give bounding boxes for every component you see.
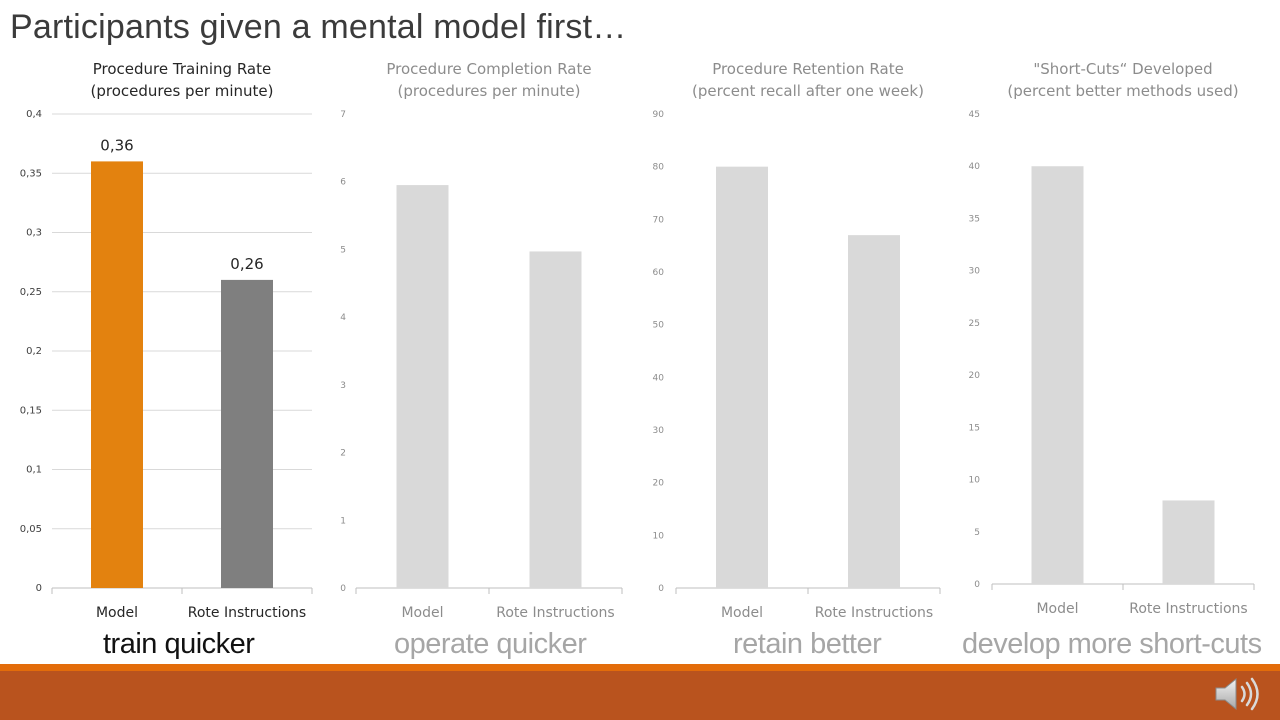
x-category-label: Model (721, 605, 763, 621)
chart-title-line: (percent recall after one week) (692, 82, 924, 100)
speaker-icon[interactable] (1212, 676, 1266, 712)
y-tick-label: 0,1 (26, 465, 42, 476)
chart-completion-rate: Procedure Completion Rate (procedures per… (318, 56, 636, 636)
y-tick-label: 6 (340, 178, 346, 188)
y-tick-label: 25 (969, 319, 980, 329)
footer-accent-line (0, 664, 1280, 671)
y-tick-label: 0,35 (20, 168, 42, 179)
y-tick-label: 30 (969, 267, 981, 277)
y-tick-label: 20 (969, 371, 981, 381)
chart-title-line: (percent better methods used) (1007, 82, 1238, 100)
y-tick-label: 1 (340, 516, 346, 526)
x-category-label: Rote Instructions (815, 605, 933, 621)
y-tick-label: 0,3 (26, 228, 42, 239)
bar-model (396, 185, 449, 588)
caption-develop-shortcuts: develop more short-cuts (962, 628, 1262, 660)
y-tick-label: 10 (653, 531, 665, 541)
y-tick-label: 60 (653, 268, 665, 278)
y-tick-label: 80 (653, 163, 665, 173)
bar-rote-instructions (529, 251, 582, 588)
x-category-label: Rote Instructions (496, 605, 614, 621)
y-tick-label: 35 (969, 214, 980, 224)
chart-title-line: "Short-Cuts“ Developed (1033, 60, 1212, 78)
x-category-label: Model (96, 605, 138, 621)
bar-model (1031, 166, 1084, 584)
caption-train-quicker: train quicker (103, 628, 255, 660)
x-category-label: Model (1036, 601, 1078, 617)
y-tick-label: 90 (653, 110, 665, 120)
x-category-label: Rote Instructions (188, 605, 306, 621)
chart-title-line: (procedures per minute) (398, 82, 581, 100)
y-tick-label: 5 (974, 528, 980, 538)
bar-rote-instructions (221, 279, 273, 588)
y-tick-label: 0,15 (20, 405, 42, 416)
y-tick-label: 20 (653, 479, 665, 489)
y-tick-label: 4 (340, 313, 346, 323)
chart-title-line: Procedure Retention Rate (712, 60, 904, 78)
chart-retention-rate: Procedure Retention Rate (percent recall … (636, 56, 954, 636)
caption-operate-quicker: operate quicker (394, 628, 587, 660)
y-tick-label: 30 (653, 426, 665, 436)
y-tick-label: 0,4 (26, 109, 42, 120)
bar-rote-instructions (848, 235, 900, 588)
y-tick-label: 0 (36, 583, 42, 594)
y-tick-label: 0 (974, 580, 980, 590)
y-tick-label: 0,2 (26, 346, 42, 357)
y-tick-label: 7 (340, 110, 346, 120)
caption-retain-better: retain better (733, 628, 882, 660)
y-tick-label: 5 (340, 245, 346, 255)
data-label: 0,36 (100, 136, 133, 154)
chart-title-line: Procedure Training Rate (93, 60, 271, 78)
x-category-label: Model (401, 605, 443, 621)
chart-retention-rate-svg: Procedure Retention Rate (percent recall … (653, 60, 941, 621)
slide-title: Participants given a mental model first… (10, 8, 627, 46)
y-tick-label: 0 (340, 584, 346, 594)
data-label: 0,26 (230, 255, 263, 273)
y-tick-label: 15 (969, 423, 980, 433)
y-tick-label: 0,05 (20, 524, 42, 535)
chart-completion-rate-svg: Procedure Completion Rate (procedures per… (340, 60, 623, 621)
y-tick-label: 45 (969, 110, 980, 120)
chart-title-line: Procedure Completion Rate (386, 60, 591, 78)
y-tick-label: 3 (340, 381, 346, 391)
bar-rote-instructions (1162, 500, 1215, 584)
bar-model (91, 161, 143, 588)
footer-bar (0, 671, 1280, 720)
y-tick-label: 2 (340, 449, 346, 459)
y-tick-label: 50 (653, 321, 665, 331)
y-tick-label: 0 (658, 584, 664, 594)
y-tick-label: 40 (969, 162, 981, 172)
bar-model (716, 166, 768, 588)
chart-title-line: (procedures per minute) (91, 82, 274, 100)
y-tick-label: 70 (653, 215, 665, 225)
y-tick-label: 40 (653, 373, 665, 383)
y-tick-label: 10 (969, 476, 981, 486)
chart-shortcuts-developed: "Short-Cuts“ Developed (percent better me… (954, 56, 1280, 636)
chart-training-rate-svg: Procedure Training Rate (procedures per m… (20, 60, 313, 621)
chart-training-rate: Procedure Training Rate (procedures per m… (0, 56, 318, 636)
y-tick-label: 0,25 (20, 287, 42, 298)
chart-shortcuts-developed-svg: "Short-Cuts“ Developed (percent better me… (969, 60, 1255, 617)
x-category-label: Rote Instructions (1129, 601, 1247, 617)
